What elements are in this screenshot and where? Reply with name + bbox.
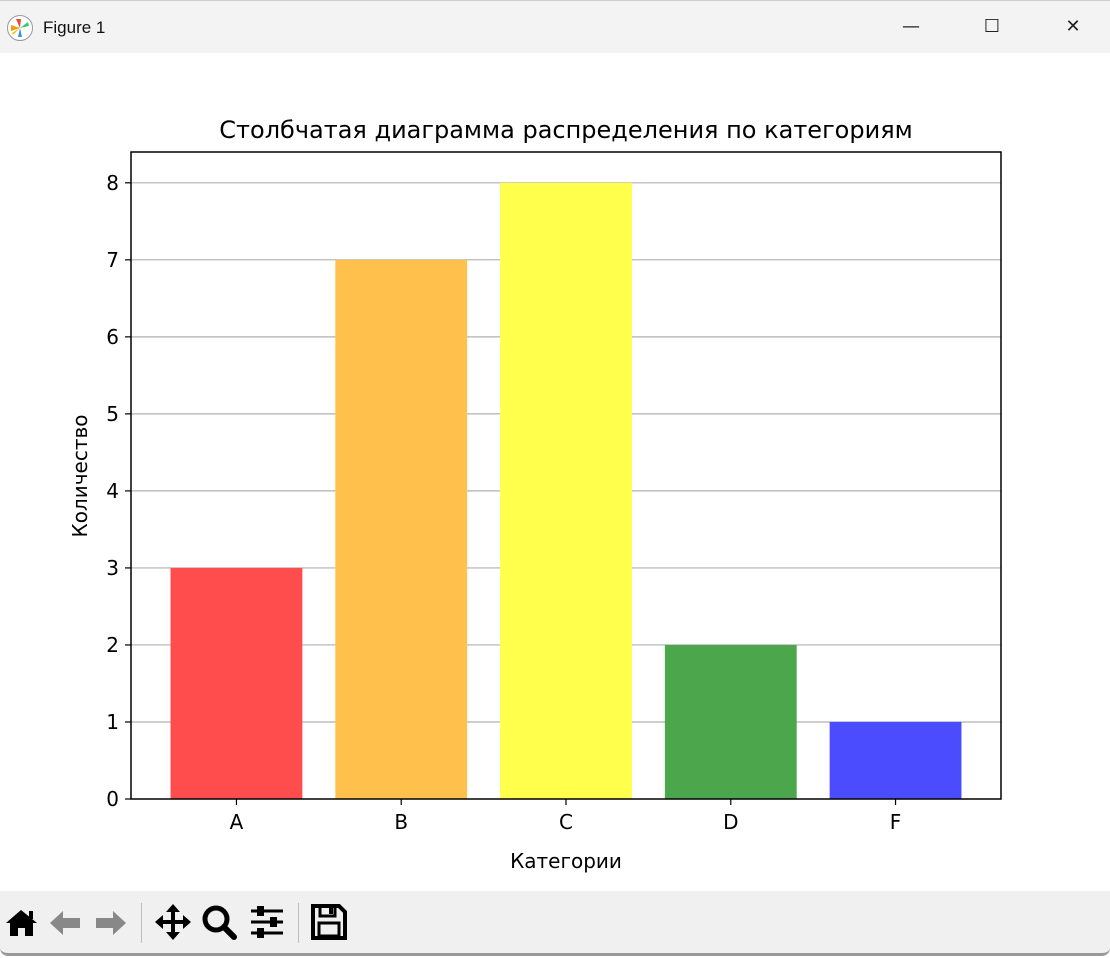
configure-subplots-icon[interactable] [247, 901, 287, 943]
toolbar-separator [298, 903, 299, 943]
toolbar-separator [141, 903, 142, 943]
y-tick-label: 3 [106, 556, 119, 580]
y-tick-label: 8 [106, 171, 119, 195]
y-tick-label: 2 [106, 633, 119, 657]
x-tick-label: F [890, 810, 902, 834]
chart-title: Столбчатая диаграмма распределения по ка… [219, 116, 912, 144]
x-tick-label: A [230, 810, 244, 834]
y-tick-label: 0 [106, 787, 119, 811]
bar-chart: Столбчатая диаграмма распределения по ка… [68, 116, 1002, 873]
bar-C [500, 182, 632, 800]
matplotlib-app-icon [7, 15, 33, 41]
pan-icon[interactable] [153, 901, 193, 943]
y-tick-label: 4 [106, 479, 119, 503]
home-icon[interactable] [2, 901, 42, 943]
back-arrow-icon[interactable] [46, 901, 86, 943]
y-tick-label: 5 [106, 402, 119, 426]
navigation-toolbar [0, 891, 1110, 956]
x-tick-label: D [723, 810, 738, 834]
forward-arrow-icon[interactable] [90, 901, 130, 943]
save-icon[interactable] [309, 901, 349, 943]
y-tick-label: 1 [106, 710, 119, 734]
y-tick-label: 6 [106, 325, 119, 349]
x-tick-label: C [559, 810, 573, 834]
minimize-icon[interactable]: — [902, 16, 920, 37]
y-tick-label: 7 [106, 248, 119, 272]
title-bar: Figure 1 — ☐ ✕ [0, 0, 1110, 53]
bar-F [829, 721, 962, 799]
x-tick-label: B [394, 810, 408, 834]
bar-B [335, 259, 468, 799]
bar-A [170, 567, 303, 799]
window-title: Figure 1 [43, 18, 106, 37]
close-icon[interactable]: ✕ [1065, 16, 1081, 37]
x-axis-label: Категории [510, 849, 622, 873]
bar-D [664, 644, 797, 799]
maximize-icon[interactable]: ☐ [983, 16, 1001, 37]
zoom-icon[interactable] [199, 901, 239, 943]
y-axis-label: Количество [68, 414, 92, 537]
